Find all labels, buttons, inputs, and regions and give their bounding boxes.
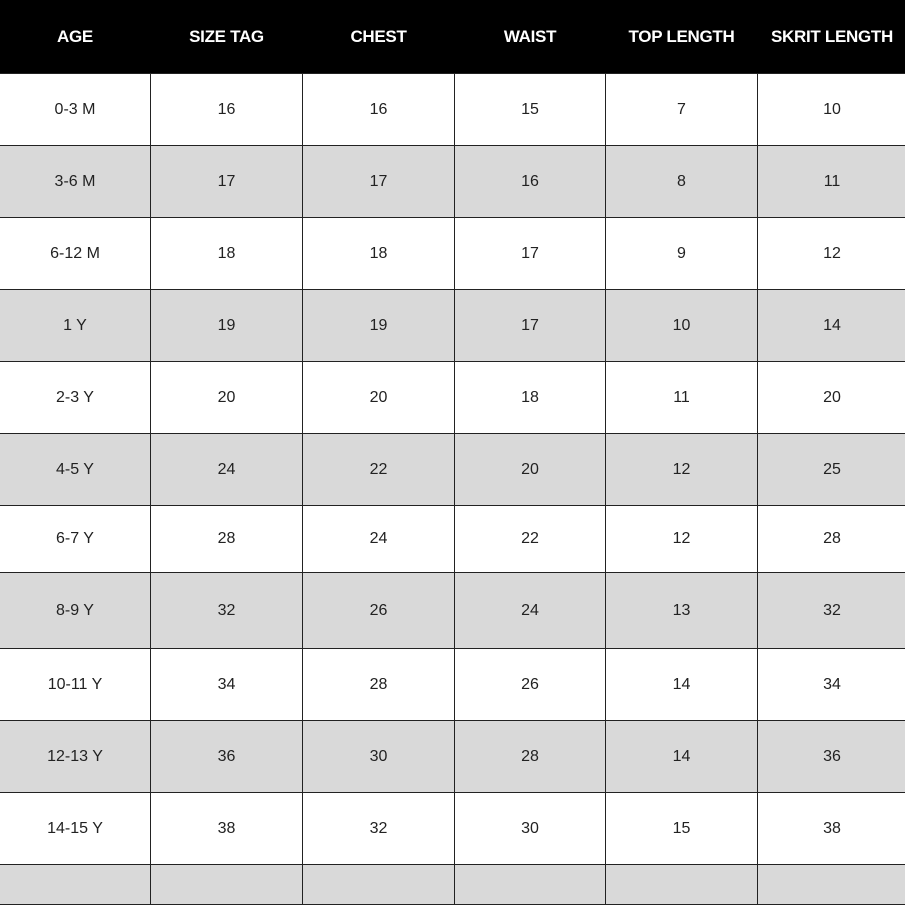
cell-skirt-length: 28 xyxy=(758,506,905,573)
cell-skirt-length: 25 xyxy=(758,434,905,506)
header-top-length: TOP LENGTH xyxy=(606,0,758,74)
cell-top-length: 15 xyxy=(606,793,758,865)
cell-top-length: 8 xyxy=(606,146,758,218)
cell-size-tag: 28 xyxy=(151,506,303,573)
cell-chest xyxy=(303,865,455,905)
cell-top-length: 12 xyxy=(606,506,758,573)
cell-skirt-length: 12 xyxy=(758,218,905,290)
header-waist: WAIST xyxy=(455,0,606,74)
cell-top-length: 14 xyxy=(606,721,758,793)
cell-size-tag: 24 xyxy=(151,434,303,506)
cell-skirt-length: 20 xyxy=(758,362,905,434)
cell-chest: 20 xyxy=(303,362,455,434)
cell-chest: 16 xyxy=(303,74,455,146)
cell-chest: 17 xyxy=(303,146,455,218)
cell-age: 6-7 Y xyxy=(0,506,151,573)
cell-top-length: 9 xyxy=(606,218,758,290)
cell-top-length: 7 xyxy=(606,74,758,146)
cell-size-tag: 16 xyxy=(151,74,303,146)
cell-top-length: 10 xyxy=(606,290,758,362)
cell-waist: 30 xyxy=(455,793,606,865)
cell-chest: 28 xyxy=(303,649,455,721)
cell-size-tag: 18 xyxy=(151,218,303,290)
cell-skirt-length: 34 xyxy=(758,649,905,721)
cell-age: 1 Y xyxy=(0,290,151,362)
cell-top-length: 12 xyxy=(606,434,758,506)
cell-age: 10-11 Y xyxy=(0,649,151,721)
cell-chest: 22 xyxy=(303,434,455,506)
cell-waist: 17 xyxy=(455,290,606,362)
header-age: AGE xyxy=(0,0,151,74)
cell-age: 0-3 M xyxy=(0,74,151,146)
cell-size-tag: 36 xyxy=(151,721,303,793)
table-row xyxy=(0,865,905,905)
cell-waist: 15 xyxy=(455,74,606,146)
cell-skirt-length: 36 xyxy=(758,721,905,793)
cell-size-tag: 38 xyxy=(151,793,303,865)
cell-size-tag: 32 xyxy=(151,573,303,649)
header-row: AGE SIZE TAG CHEST WAIST TOP LENGTH SKRI… xyxy=(0,0,905,74)
cell-skirt-length: 10 xyxy=(758,74,905,146)
cell-size-tag: 17 xyxy=(151,146,303,218)
header-skirt-length: SKRIT LENGTH xyxy=(758,0,905,74)
header-chest: CHEST xyxy=(303,0,455,74)
cell-age: 6-12 M xyxy=(0,218,151,290)
cell-size-tag: 20 xyxy=(151,362,303,434)
cell-waist xyxy=(455,865,606,905)
cell-chest: 24 xyxy=(303,506,455,573)
cell-size-tag xyxy=(151,865,303,905)
cell-age xyxy=(0,865,151,905)
cell-skirt-length xyxy=(758,865,905,905)
header-size-tag: SIZE TAG xyxy=(151,0,303,74)
cell-age: 4-5 Y xyxy=(0,434,151,506)
cell-size-tag: 34 xyxy=(151,649,303,721)
cell-chest: 18 xyxy=(303,218,455,290)
cell-chest: 32 xyxy=(303,793,455,865)
cell-age: 8-9 Y xyxy=(0,573,151,649)
cell-chest: 19 xyxy=(303,290,455,362)
cell-skirt-length: 32 xyxy=(758,573,905,649)
cell-top-length: 14 xyxy=(606,649,758,721)
cell-waist: 22 xyxy=(455,506,606,573)
cell-waist: 24 xyxy=(455,573,606,649)
cell-skirt-length: 11 xyxy=(758,146,905,218)
cell-age: 2-3 Y xyxy=(0,362,151,434)
cell-skirt-length: 14 xyxy=(758,290,905,362)
cell-waist: 28 xyxy=(455,721,606,793)
cell-waist: 17 xyxy=(455,218,606,290)
cell-waist: 26 xyxy=(455,649,606,721)
cell-age: 12-13 Y xyxy=(0,721,151,793)
cell-chest: 30 xyxy=(303,721,455,793)
cell-age: 3-6 M xyxy=(0,146,151,218)
cell-chest: 26 xyxy=(303,573,455,649)
cell-waist: 20 xyxy=(455,434,606,506)
cell-waist: 16 xyxy=(455,146,606,218)
cell-skirt-length: 38 xyxy=(758,793,905,865)
cell-top-length: 11 xyxy=(606,362,758,434)
cell-waist: 18 xyxy=(455,362,606,434)
cell-top-length xyxy=(606,865,758,905)
cell-top-length: 13 xyxy=(606,573,758,649)
cell-age: 14-15 Y xyxy=(0,793,151,865)
cell-size-tag: 19 xyxy=(151,290,303,362)
